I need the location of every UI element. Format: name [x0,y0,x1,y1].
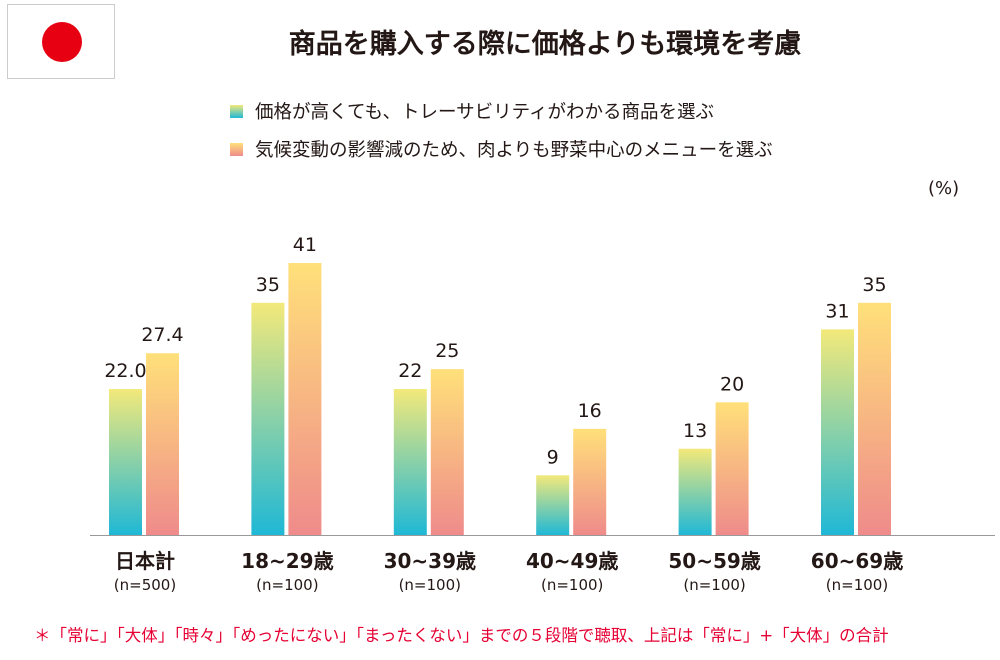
sample-size: (n=500) [113,576,177,594]
data-label: 22 [398,360,422,382]
bar [715,402,749,535]
sample-size: (n=100) [256,576,319,594]
category-label: 50~59歳 (n=100) [644,545,786,594]
data-label: 13 [683,420,707,442]
category-label: 30~39歳 (n=100) [359,545,501,594]
bar [288,263,322,535]
category-label: 40~49歳 (n=100) [501,545,643,594]
data-label: 20 [720,373,744,395]
data-label: 31 [825,300,849,322]
unit-label: (%) [928,178,960,199]
bar [109,389,142,535]
data-label: 35 [862,274,886,296]
bar [536,475,570,535]
japan-flag [7,4,115,79]
bar [251,302,285,535]
footnote: ＊「常に」「大体」「時々」「めったにない」「まったくない」までの５段階で聴取、上… [34,626,889,645]
bar [393,389,427,535]
category-name: 18~29歳 [241,549,334,573]
legend-item-traceability: 価格が高くても、トレーサビリティがわかる商品を選ぶ [230,98,714,124]
bar [430,369,464,535]
sample-size: (n=100) [398,576,461,594]
sample-size: (n=100) [540,576,604,594]
flag-sun [42,22,82,62]
category-name: 50~59歳 [668,549,761,573]
bar [821,329,854,535]
category-label: 日本計 (n=500) [74,545,216,594]
sample-size: (n=100) [683,576,746,594]
category-label: 60~69歳 (n=100) [786,545,928,594]
category-name: 60~69歳 [810,549,904,573]
data-label: 27.4 [141,324,183,346]
legend-swatch [230,142,243,156]
data-label: 16 [578,400,602,422]
bar [573,428,607,535]
data-label: 35 [256,274,280,296]
legend-item-vegetables: 気候変動の影響減のため、肉よりも野菜中心のメニューを選ぶ [230,136,773,162]
data-label: 9 [547,446,559,468]
bar [678,448,712,535]
category-name: 40~49歳 [525,549,619,573]
category-name: 日本計 [115,549,175,573]
bar [858,302,891,535]
bar [146,353,179,535]
data-label: 22.0 [104,360,146,382]
category-label: 18~29歳 (n=100) [216,545,358,594]
legend-label: 価格が高くても、トレーサビリティがわかる商品を選ぶ [255,102,714,123]
data-label: 25 [435,340,459,362]
data-label: 41 [293,234,317,256]
chart-title: 商品を購入する際に価格よりも環境を考慮 [288,29,802,60]
legend-label: 気候変動の影響減のため、肉よりも野菜中心のメニューを選ぶ [255,140,773,161]
category-name: 30~39歳 [383,549,476,573]
sample-size: (n=100) [825,576,889,594]
legend-swatch [230,104,243,118]
